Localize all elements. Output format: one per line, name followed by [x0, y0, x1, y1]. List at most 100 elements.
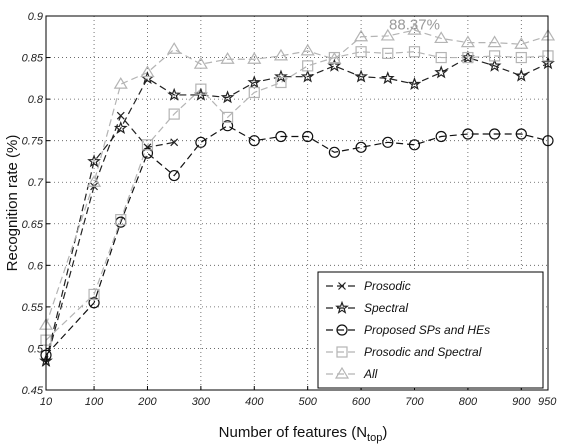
legend-box: [317, 271, 544, 389]
x-axis-label-main: Number of features (N: [219, 424, 367, 441]
data-point-proposed-sps-and-hes: [435, 130, 447, 143]
x-tick-label: 200: [137, 396, 157, 408]
data-point-prosodic-and-spectral: [302, 60, 314, 72]
y-tick-label: 0.5: [28, 343, 44, 355]
data-point-all: [113, 76, 128, 89]
data-point-spectral: [487, 58, 502, 72]
legend-swatch-marker-prosodic-and-spectral: [336, 346, 348, 358]
data-point-all: [247, 52, 262, 64]
plot-frame: [45, 15, 549, 391]
data-point-spectral: [380, 71, 395, 85]
data-point-all: [380, 28, 395, 41]
data-point-spectral: [87, 154, 101, 168]
series-line-spectral: [45, 56, 549, 362]
data-point-prosodic-and-spectral: [355, 46, 367, 58]
data-point-proposed-sps-and-hes: [488, 128, 501, 140]
y-tick-label: 0.85: [22, 53, 44, 65]
series-line-proposed-sps-and-hes: [45, 125, 549, 356]
data-point-proposed-sps-and-hes: [195, 136, 207, 148]
legend-swatch-marker-prosodic: [338, 282, 346, 290]
data-point-prosodic-and-spectral: [115, 214, 127, 226]
y-tick-label: 0.9: [28, 11, 43, 23]
data-point-proposed-sps-and-hes: [302, 130, 314, 143]
y-tick-label: 0.45: [22, 385, 44, 397]
x-tick-label: 700: [405, 396, 424, 408]
data-point-all: [167, 42, 182, 54]
y-tick-label: 0.7: [28, 177, 44, 189]
data-point-prosodic-and-spectral: [408, 46, 421, 58]
data-point-all: [354, 29, 369, 42]
x-tick-label: 950: [538, 396, 557, 408]
data-point-prosodic-and-spectral: [88, 288, 100, 301]
x-tick-label: 100: [85, 396, 104, 408]
x-tick-label: 900: [512, 396, 531, 408]
series-line-prosodic-and-spectral: [45, 51, 549, 341]
data-point-spectral: [434, 65, 449, 79]
data-point-prosodic-and-spectral: [141, 139, 154, 151]
data-point-proposed-sps-and-hes: [275, 130, 287, 143]
x-tick-label: 500: [299, 396, 318, 408]
legend-label-all: All: [363, 367, 378, 381]
legend-swatch-marker-all: [334, 366, 350, 379]
y-axis-label: Recognition rate (%): [4, 135, 21, 272]
legend-swatch-marker-proposed-sps-and-hes: [336, 324, 348, 336]
legend-label-proposed-sps-and-hes: Proposed SPs and HEs: [364, 323, 490, 337]
y-tick-label: 0.75: [22, 136, 44, 148]
data-point-prosodic-and-spectral: [221, 111, 234, 123]
data-point-proposed-sps-and-hes: [248, 135, 260, 147]
data-point-proposed-sps-and-hes: [408, 139, 421, 151]
legend: Prosodic Spectral Proposed SPs and HEs Pros…: [317, 271, 544, 389]
data-point-spectral: [514, 68, 529, 82]
data-point-all: [87, 175, 102, 187]
legend-swatch-marker-spectral: [335, 300, 349, 314]
data-point-prosodic-and-spectral: [462, 51, 474, 64]
data-point-prosodic-and-spectral: [168, 108, 180, 120]
data-point-proposed-sps-and-hes: [88, 297, 100, 309]
x-tick-label: 10: [40, 396, 53, 408]
data-point-prosodic-and-spectral: [248, 86, 260, 99]
data-point-spectral: [327, 58, 342, 72]
data-point-proposed-sps-and-hes: [462, 128, 474, 140]
x-axis-label-suffix: ): [382, 424, 387, 441]
data-point-proposed-sps-and-hes: [515, 128, 527, 140]
y-tick-label: 0.65: [22, 219, 44, 231]
data-point-proposed-sps-and-hes: [141, 147, 154, 159]
data-point-prosodic-and-spectral: [488, 50, 501, 62]
x-axis-label: Number of features (Ntop): [219, 424, 388, 444]
x-tick-label: 800: [459, 396, 478, 408]
data-point-proposed-sps-and-hes: [382, 136, 394, 148]
series-line-prosodic: [45, 114, 175, 363]
data-point-all: [140, 65, 155, 78]
data-point-prosodic-and-spectral: [275, 76, 287, 89]
data-point-all: [300, 43, 315, 56]
legend-label-spectral: Spectral: [364, 301, 408, 315]
legend-label-prosodic-and-spectral: Prosodic and Spectral: [364, 345, 482, 359]
data-point-spectral: [300, 69, 315, 83]
legend-label-prosodic: Prosodic: [364, 279, 411, 293]
data-point-all: [220, 52, 235, 64]
data-point-spectral: [247, 75, 262, 89]
data-point-proposed-sps-and-hes: [328, 146, 340, 158]
data-point-all: [434, 31, 449, 44]
data-point-proposed-sps-and-hes: [168, 169, 180, 182]
tick-labels: 10 100 200 300 400 500 600 700 800 900 950 0.45 0.5 0…: [22, 11, 558, 408]
y-tick-label: 0.55: [22, 302, 44, 314]
data-point-prosodic-and-spectral: [515, 51, 527, 64]
data-point-all: [460, 35, 475, 48]
series-markers: [38, 22, 556, 367]
x-tick-label: 300: [192, 396, 211, 408]
data-point-all: [273, 48, 289, 61]
data-point-spectral: [167, 87, 182, 101]
data-point-spectral: [274, 69, 288, 83]
peak-annotation: 88.37%: [389, 16, 440, 33]
x-tick-label: 600: [352, 396, 371, 408]
data-point-spectral: [194, 87, 208, 101]
y-tick-label: 0.6: [28, 260, 44, 272]
x-tick-label: 400: [245, 396, 264, 408]
data-point-spectral: [113, 120, 128, 135]
data-point-all: [514, 37, 529, 49]
data-point-all: [407, 22, 422, 35]
data-point-all: [327, 52, 342, 64]
data-point-proposed-sps-and-hes: [355, 141, 367, 153]
